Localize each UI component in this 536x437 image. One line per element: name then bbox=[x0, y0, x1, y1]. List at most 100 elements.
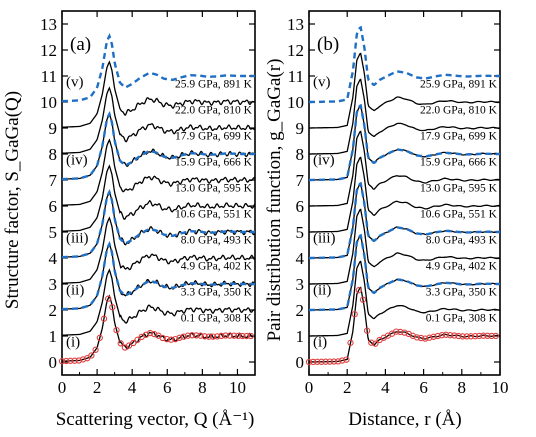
x-tick-label-b: 8 bbox=[458, 378, 467, 397]
y-tick-label-b: 8 bbox=[296, 145, 305, 164]
y-tick-label-b: 9 bbox=[296, 119, 305, 138]
series-line-b bbox=[309, 78, 500, 155]
reference-point-b bbox=[451, 332, 458, 339]
reference-label-a: (iv) bbox=[66, 152, 88, 168]
y-tick-label-b: 13 bbox=[287, 15, 304, 34]
reference-point-a bbox=[134, 336, 141, 343]
y-tick-label-b: 11 bbox=[288, 67, 304, 86]
series-line-a bbox=[62, 86, 255, 154]
reference-point-b bbox=[471, 333, 479, 340]
reference-point-a bbox=[92, 346, 99, 353]
x-tick-label-a: 0 bbox=[58, 378, 67, 397]
reference-point-a bbox=[67, 357, 74, 364]
reference-point-b bbox=[393, 328, 400, 335]
x-tick-label-a: 4 bbox=[128, 378, 137, 397]
reference-point-b bbox=[355, 287, 362, 294]
panel-b: (b) Distance, r (Å) Pair distribution fu… bbox=[264, 10, 509, 430]
condition-label-a: 17.9 GPa, 699 K bbox=[175, 131, 253, 143]
x-tick-label-b: 2 bbox=[343, 378, 352, 397]
condition-label-b: 13.0 GPa, 595 K bbox=[420, 183, 498, 195]
reference-point-b bbox=[339, 357, 346, 364]
reference-point-b bbox=[442, 331, 450, 338]
y-tick-label-b: 10 bbox=[287, 93, 304, 112]
reference-point-b bbox=[455, 332, 462, 340]
panel-b-ylabel: Pair distribution function, g_GaGa(r) bbox=[264, 59, 285, 342]
condition-label-a: 3.3 GPa, 350 K bbox=[181, 287, 253, 299]
condition-label-b: 10.6 GPa, 551 K bbox=[420, 209, 498, 221]
y-tick-label-b: 6 bbox=[296, 197, 305, 216]
reference-point-a bbox=[176, 334, 183, 341]
y-tick-label-a: 13 bbox=[40, 15, 57, 34]
reference-point-a bbox=[222, 332, 229, 339]
panel-a: (a) Scattering vector, Q (Å⁻¹) Structure… bbox=[2, 10, 256, 430]
y-tick-label-a: 8 bbox=[49, 145, 58, 164]
y-tick-label-a: 9 bbox=[49, 119, 58, 138]
y-tick-label-b: 12 bbox=[287, 41, 304, 60]
reference-point-a bbox=[75, 357, 82, 364]
reference-point-a bbox=[146, 329, 154, 337]
reference-point-b bbox=[363, 327, 371, 334]
y-tick-label-b: 1 bbox=[296, 327, 305, 346]
reference-point-a bbox=[226, 332, 233, 339]
reference-point-a bbox=[71, 357, 78, 364]
condition-label-a: 0.1 GPa, 308 K bbox=[181, 313, 253, 325]
reference-label-b: (iv) bbox=[313, 152, 335, 168]
condition-label-b: 0.1 GPa, 308 K bbox=[426, 313, 498, 325]
reference-point-a bbox=[105, 295, 112, 302]
reference-point-b bbox=[318, 358, 325, 365]
reference-point-b bbox=[305, 358, 313, 366]
y-tick-label-a: 0 bbox=[49, 353, 58, 372]
y-tick-label-a: 12 bbox=[40, 41, 57, 60]
x-tick-label-b: 10 bbox=[492, 378, 509, 397]
y-tick-label-b: 5 bbox=[296, 223, 305, 242]
reference-point-b bbox=[310, 358, 317, 366]
panel-a-xlabel: Scattering vector, Q (Å⁻¹) bbox=[56, 409, 255, 430]
y-tick-label-a: 10 bbox=[40, 93, 57, 112]
reference-point-a bbox=[113, 326, 120, 334]
reference-point-b bbox=[459, 333, 466, 340]
reference-point-b bbox=[359, 296, 367, 303]
reference-point-a bbox=[79, 356, 87, 363]
y-tick-label-a: 3 bbox=[49, 275, 58, 294]
condition-label-a: 4.9 GPa, 402 K bbox=[181, 261, 253, 273]
reference-point-b bbox=[417, 334, 425, 342]
x-tick-label-b: 6 bbox=[419, 378, 428, 397]
series-line-a bbox=[62, 268, 256, 336]
condition-label-a: 22.0 GPa, 810 K bbox=[175, 105, 253, 117]
plot-frame-a bbox=[61, 10, 256, 376]
condition-label-a: 15.9 GPa, 666 K bbox=[175, 157, 253, 169]
condition-label-a: 13.0 GPa, 595 K bbox=[175, 183, 253, 195]
series-line-a bbox=[62, 216, 256, 284]
reference-point-a bbox=[218, 332, 225, 340]
reference-dashed-line-b bbox=[309, 233, 500, 312]
x-tick-label-b: 4 bbox=[381, 378, 390, 397]
reference-point-a bbox=[167, 336, 175, 343]
reference-point-a bbox=[63, 357, 70, 365]
reference-point-a bbox=[100, 315, 108, 322]
y-tick-label-b: 7 bbox=[296, 171, 305, 190]
reference-point-b bbox=[422, 335, 429, 342]
series-line-a bbox=[62, 60, 256, 128]
y-tick-label-b: 3 bbox=[296, 275, 305, 294]
x-tick-label-a: 2 bbox=[93, 378, 102, 397]
x-tick-label-a: 10 bbox=[229, 378, 246, 397]
reference-point-a bbox=[197, 332, 204, 339]
series-line-b bbox=[309, 208, 501, 285]
reference-dashed-line-a bbox=[62, 188, 255, 259]
reference-point-a bbox=[96, 334, 103, 341]
reference-label-b: (ii) bbox=[313, 282, 331, 298]
y-tick-label-a: 7 bbox=[49, 171, 58, 190]
x-tick-label-b: 0 bbox=[305, 378, 314, 397]
y-tick-label-a: 5 bbox=[49, 223, 58, 242]
reference-point-a bbox=[205, 333, 212, 340]
reference-point-a bbox=[184, 332, 192, 339]
condition-label-b: 22.0 GPa, 810 K bbox=[420, 105, 498, 117]
reference-point-b bbox=[480, 332, 487, 339]
reference-point-a bbox=[235, 332, 242, 340]
x-tick-label-a: 8 bbox=[198, 378, 207, 397]
panel-b-label: (b) bbox=[317, 34, 339, 55]
reference-point-a bbox=[230, 332, 238, 339]
reference-label-a: (i) bbox=[66, 334, 80, 350]
reference-point-b bbox=[322, 358, 329, 365]
